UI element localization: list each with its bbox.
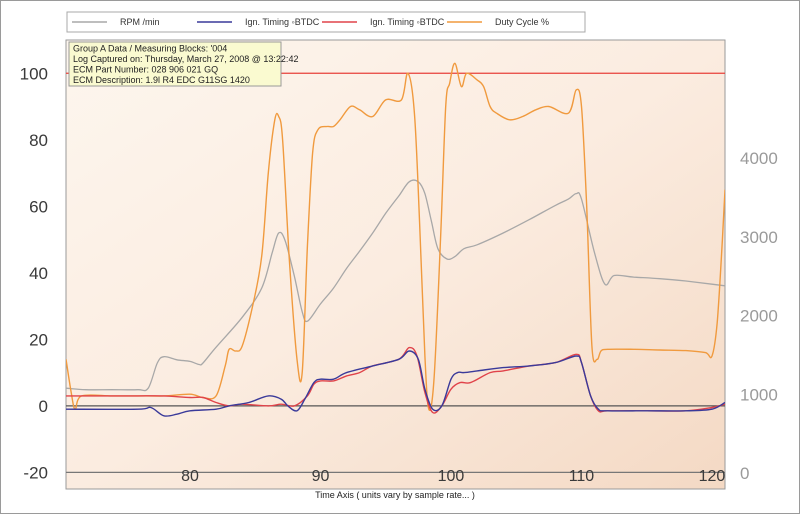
x-tick-label: 80 <box>181 468 199 485</box>
y-left-tick-label: -20 <box>23 463 48 482</box>
y-left-tick-label: 40 <box>29 264 48 283</box>
series-line-3 <box>66 62 725 411</box>
y-left-tick-label: 0 <box>39 397 48 416</box>
series-group <box>66 62 725 417</box>
info-line-4: ECM Description: 1.9l R4 EDC G11SG 1420 <box>73 75 250 85</box>
legend-label-3: Duty Cycle % <box>495 17 549 27</box>
y-right-tick-label: 0 <box>740 464 749 483</box>
x-tick-label: 120 <box>699 468 726 485</box>
series-line-1 <box>66 350 725 417</box>
info-box: Group A Data / Measuring Blocks: '004 Lo… <box>68 41 298 87</box>
x-tick-label: 100 <box>438 468 465 485</box>
x-axis-label: Time Axis ( units vary by sample rate...… <box>315 490 475 500</box>
plot-area <box>65 39 726 490</box>
x-tick-label: 110 <box>569 468 595 485</box>
legend-label-2: Ign. Timing ◦BTDC <box>370 17 445 27</box>
y-left-tick-label: 100 <box>20 64 48 83</box>
y-left-tick-label: 80 <box>29 131 48 150</box>
x-tick-label: 90 <box>312 468 330 485</box>
info-line-1: Group A Data / Measuring Blocks: '004 <box>73 44 227 54</box>
info-box-background <box>68 41 282 87</box>
y-left-tick-label: 20 <box>29 330 48 349</box>
y-right-tick-label: 3000 <box>740 228 778 247</box>
left-axis: -20 0 20 40 60 80 100 <box>20 64 48 482</box>
series-line-0 <box>66 179 725 392</box>
y-right-tick-label: 2000 <box>740 307 778 326</box>
info-line-3: ECM Part Number: 028 906 021 GQ <box>73 65 218 75</box>
y-left-tick-label: 60 <box>29 197 48 216</box>
legend: RPM /min Ign. Timing ◦BTDC Ign. Timing ◦BT… <box>66 11 586 33</box>
legend-label-1: Ign. Timing ◦BTDC <box>245 17 320 27</box>
y-right-tick-label: 4000 <box>740 149 778 168</box>
y-right-tick-label: 1000 <box>740 385 778 404</box>
x-axis: 80 90 100 110 120 <box>181 468 725 485</box>
legend-label-0: RPM /min <box>120 17 160 27</box>
right-axis: 0 1000 2000 3000 4000 <box>740 149 778 483</box>
info-line-2: Log Captured on: Thursday, March 27, 200… <box>73 54 298 64</box>
